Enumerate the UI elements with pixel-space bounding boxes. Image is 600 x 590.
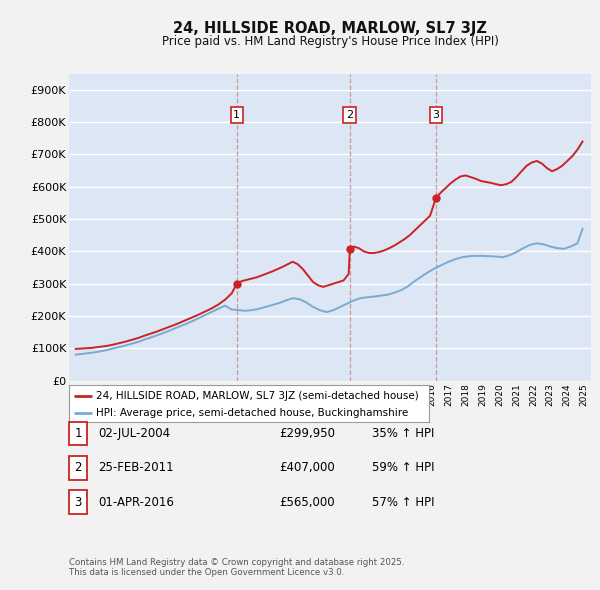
Text: 2: 2: [346, 110, 353, 120]
Text: Price paid vs. HM Land Registry's House Price Index (HPI): Price paid vs. HM Land Registry's House …: [161, 35, 499, 48]
Text: 59% ↑ HPI: 59% ↑ HPI: [372, 461, 434, 474]
Text: £299,950: £299,950: [279, 427, 335, 440]
Text: 2: 2: [74, 461, 82, 474]
Text: HPI: Average price, semi-detached house, Buckinghamshire: HPI: Average price, semi-detached house,…: [96, 408, 408, 418]
Text: 24, HILLSIDE ROAD, MARLOW, SL7 3JZ (semi-detached house): 24, HILLSIDE ROAD, MARLOW, SL7 3JZ (semi…: [96, 391, 419, 401]
Text: 35% ↑ HPI: 35% ↑ HPI: [372, 427, 434, 440]
Text: £407,000: £407,000: [279, 461, 335, 474]
Text: 01-APR-2016: 01-APR-2016: [98, 496, 173, 509]
Text: 3: 3: [433, 110, 439, 120]
Text: 1: 1: [74, 427, 82, 440]
Text: £565,000: £565,000: [279, 496, 335, 509]
Text: 25-FEB-2011: 25-FEB-2011: [98, 461, 173, 474]
Text: Contains HM Land Registry data © Crown copyright and database right 2025.
This d: Contains HM Land Registry data © Crown c…: [69, 558, 404, 577]
Text: 02-JUL-2004: 02-JUL-2004: [98, 427, 170, 440]
Text: 24, HILLSIDE ROAD, MARLOW, SL7 3JZ: 24, HILLSIDE ROAD, MARLOW, SL7 3JZ: [173, 21, 487, 35]
Text: 1: 1: [233, 110, 240, 120]
Text: 3: 3: [74, 496, 82, 509]
Text: 57% ↑ HPI: 57% ↑ HPI: [372, 496, 434, 509]
